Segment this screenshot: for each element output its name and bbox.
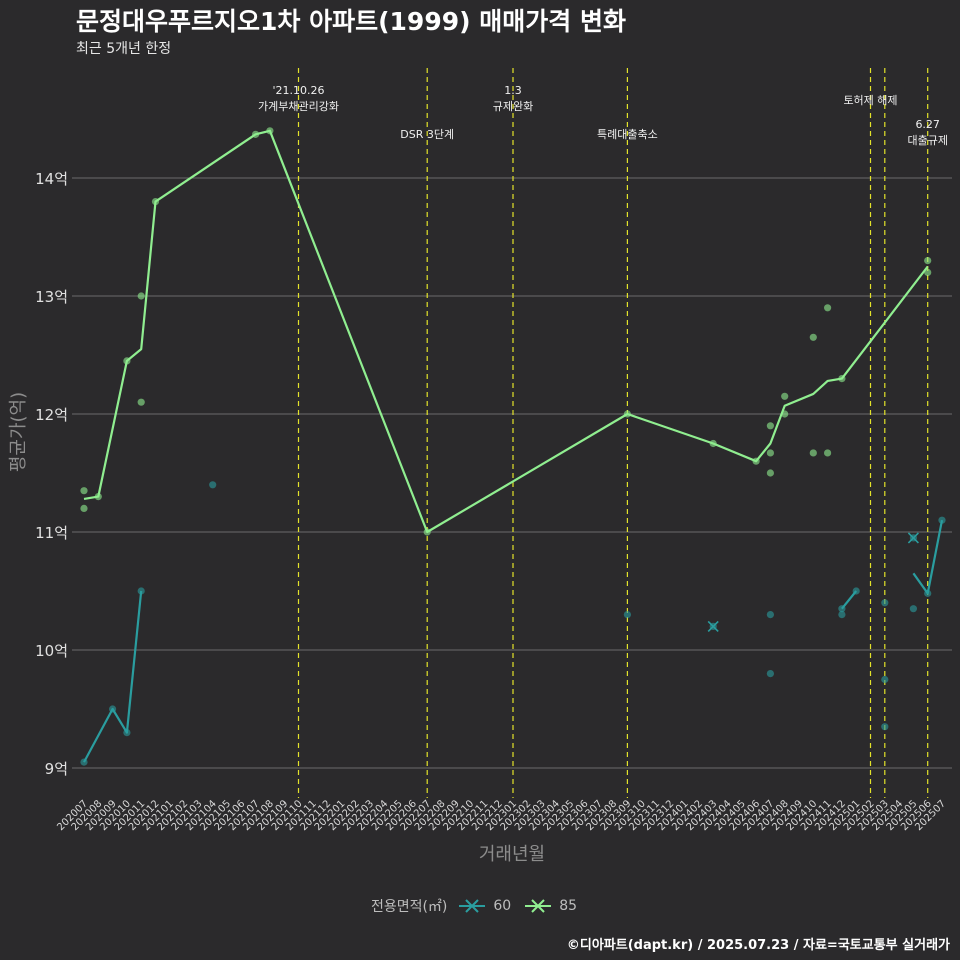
data-point-85 bbox=[924, 268, 932, 276]
data-point-60 bbox=[924, 589, 932, 597]
policy-annotation-text: 특례대출축소 bbox=[597, 128, 658, 141]
data-point-85 bbox=[94, 493, 102, 501]
y-tick-label: 10억 bbox=[35, 642, 68, 660]
x-axis-label: 거래년월 bbox=[479, 844, 545, 865]
data-point-85 bbox=[151, 198, 160, 206]
data-point-60 bbox=[881, 675, 889, 684]
policy-lines bbox=[297, 68, 929, 798]
source-caption: ©디아파트(dapt.kr) / 2025.07.23 / 자료=국토교통부 실… bbox=[566, 938, 950, 953]
y-tick-label: 14억 bbox=[35, 170, 68, 188]
data-point-85 bbox=[80, 504, 88, 512]
data-point-60 bbox=[881, 723, 889, 731]
legend-title: 전용면적(㎡) bbox=[370, 899, 448, 915]
data-point-85 bbox=[766, 449, 775, 457]
data-point-85 bbox=[137, 398, 145, 406]
data-point-85 bbox=[924, 257, 932, 265]
data-point-85 bbox=[623, 410, 632, 418]
data-point-60 bbox=[209, 481, 217, 489]
x-marker-60 bbox=[707, 620, 719, 632]
grid-lines bbox=[72, 177, 952, 769]
data-point-85 bbox=[266, 127, 274, 135]
data-point-60 bbox=[838, 605, 846, 613]
policy-annotation-text: '21.10.26 bbox=[272, 84, 324, 97]
legend-key-85-icon bbox=[525, 899, 552, 913]
data-point-60 bbox=[123, 729, 131, 737]
data-point-85 bbox=[423, 528, 431, 536]
legend: 전용면적(㎡) 60 85 bbox=[0, 896, 960, 916]
data-point-60 bbox=[623, 611, 632, 619]
data-point-60 bbox=[881, 599, 889, 607]
data-point-85 bbox=[709, 439, 717, 448]
axes-layer: 9억10억11억12억13억14억20200720200820200920201… bbox=[35, 170, 948, 833]
series-layer bbox=[80, 127, 946, 766]
policy-annotation-text: 규제완화 bbox=[493, 100, 533, 113]
data-point-85 bbox=[824, 304, 832, 312]
data-point-60 bbox=[137, 587, 145, 595]
data-point-85 bbox=[252, 130, 260, 138]
policy-annotation-text: 1.3 bbox=[504, 84, 522, 97]
data-point-60 bbox=[766, 670, 775, 678]
policy-annotation-text: 대출규제 bbox=[907, 134, 947, 147]
legend-label-85: 85 bbox=[559, 898, 578, 914]
data-point-85 bbox=[766, 469, 775, 477]
chart-title: 문정대우푸르지오1차 아파트(1999) 매매가격 변화 bbox=[76, 7, 626, 36]
data-point-85 bbox=[824, 449, 832, 457]
data-point-60 bbox=[852, 587, 860, 595]
y-tick-label: 9억 bbox=[45, 760, 68, 778]
series-line-85 bbox=[83, 129, 929, 534]
data-point-85 bbox=[123, 357, 131, 365]
series-line-60 bbox=[83, 590, 143, 763]
legend-item-60: 60 bbox=[457, 898, 511, 914]
legend-key-60-icon bbox=[459, 899, 486, 913]
x-marker-60 bbox=[907, 532, 919, 544]
data-point-85 bbox=[752, 457, 760, 465]
policy-annotation-text: 토허제 해제 bbox=[843, 93, 897, 107]
policy-annotation-text: DSR 3단계 bbox=[400, 128, 454, 141]
data-point-85 bbox=[781, 410, 789, 418]
data-point-60 bbox=[909, 605, 918, 613]
chart-subtitle: 최근 5개년 한정 bbox=[76, 41, 172, 57]
data-point-85 bbox=[838, 375, 846, 383]
y-tick-label: 12억 bbox=[35, 406, 68, 424]
y-axis-label: 평균가(억) bbox=[8, 392, 29, 472]
data-point-60 bbox=[80, 758, 88, 766]
data-point-60 bbox=[938, 516, 946, 524]
data-point-85 bbox=[809, 333, 817, 341]
data-point-60 bbox=[109, 705, 117, 713]
data-point-85 bbox=[809, 449, 817, 457]
legend-label-60: 60 bbox=[493, 898, 512, 914]
data-point-85 bbox=[781, 392, 789, 400]
data-point-60 bbox=[766, 611, 775, 619]
data-point-85 bbox=[766, 422, 775, 430]
policy-annotation-text: 6.27 bbox=[915, 118, 940, 131]
data-point-85 bbox=[80, 487, 88, 495]
series-line-60 bbox=[841, 590, 858, 610]
y-tick-label: 13억 bbox=[35, 288, 68, 306]
legend-item-85: 85 bbox=[523, 898, 577, 914]
data-point-60 bbox=[838, 611, 846, 619]
policy-annotation-text: 가계부채관리강화 bbox=[258, 100, 339, 113]
y-tick-label: 11억 bbox=[35, 524, 68, 542]
data-point-85 bbox=[137, 292, 145, 300]
